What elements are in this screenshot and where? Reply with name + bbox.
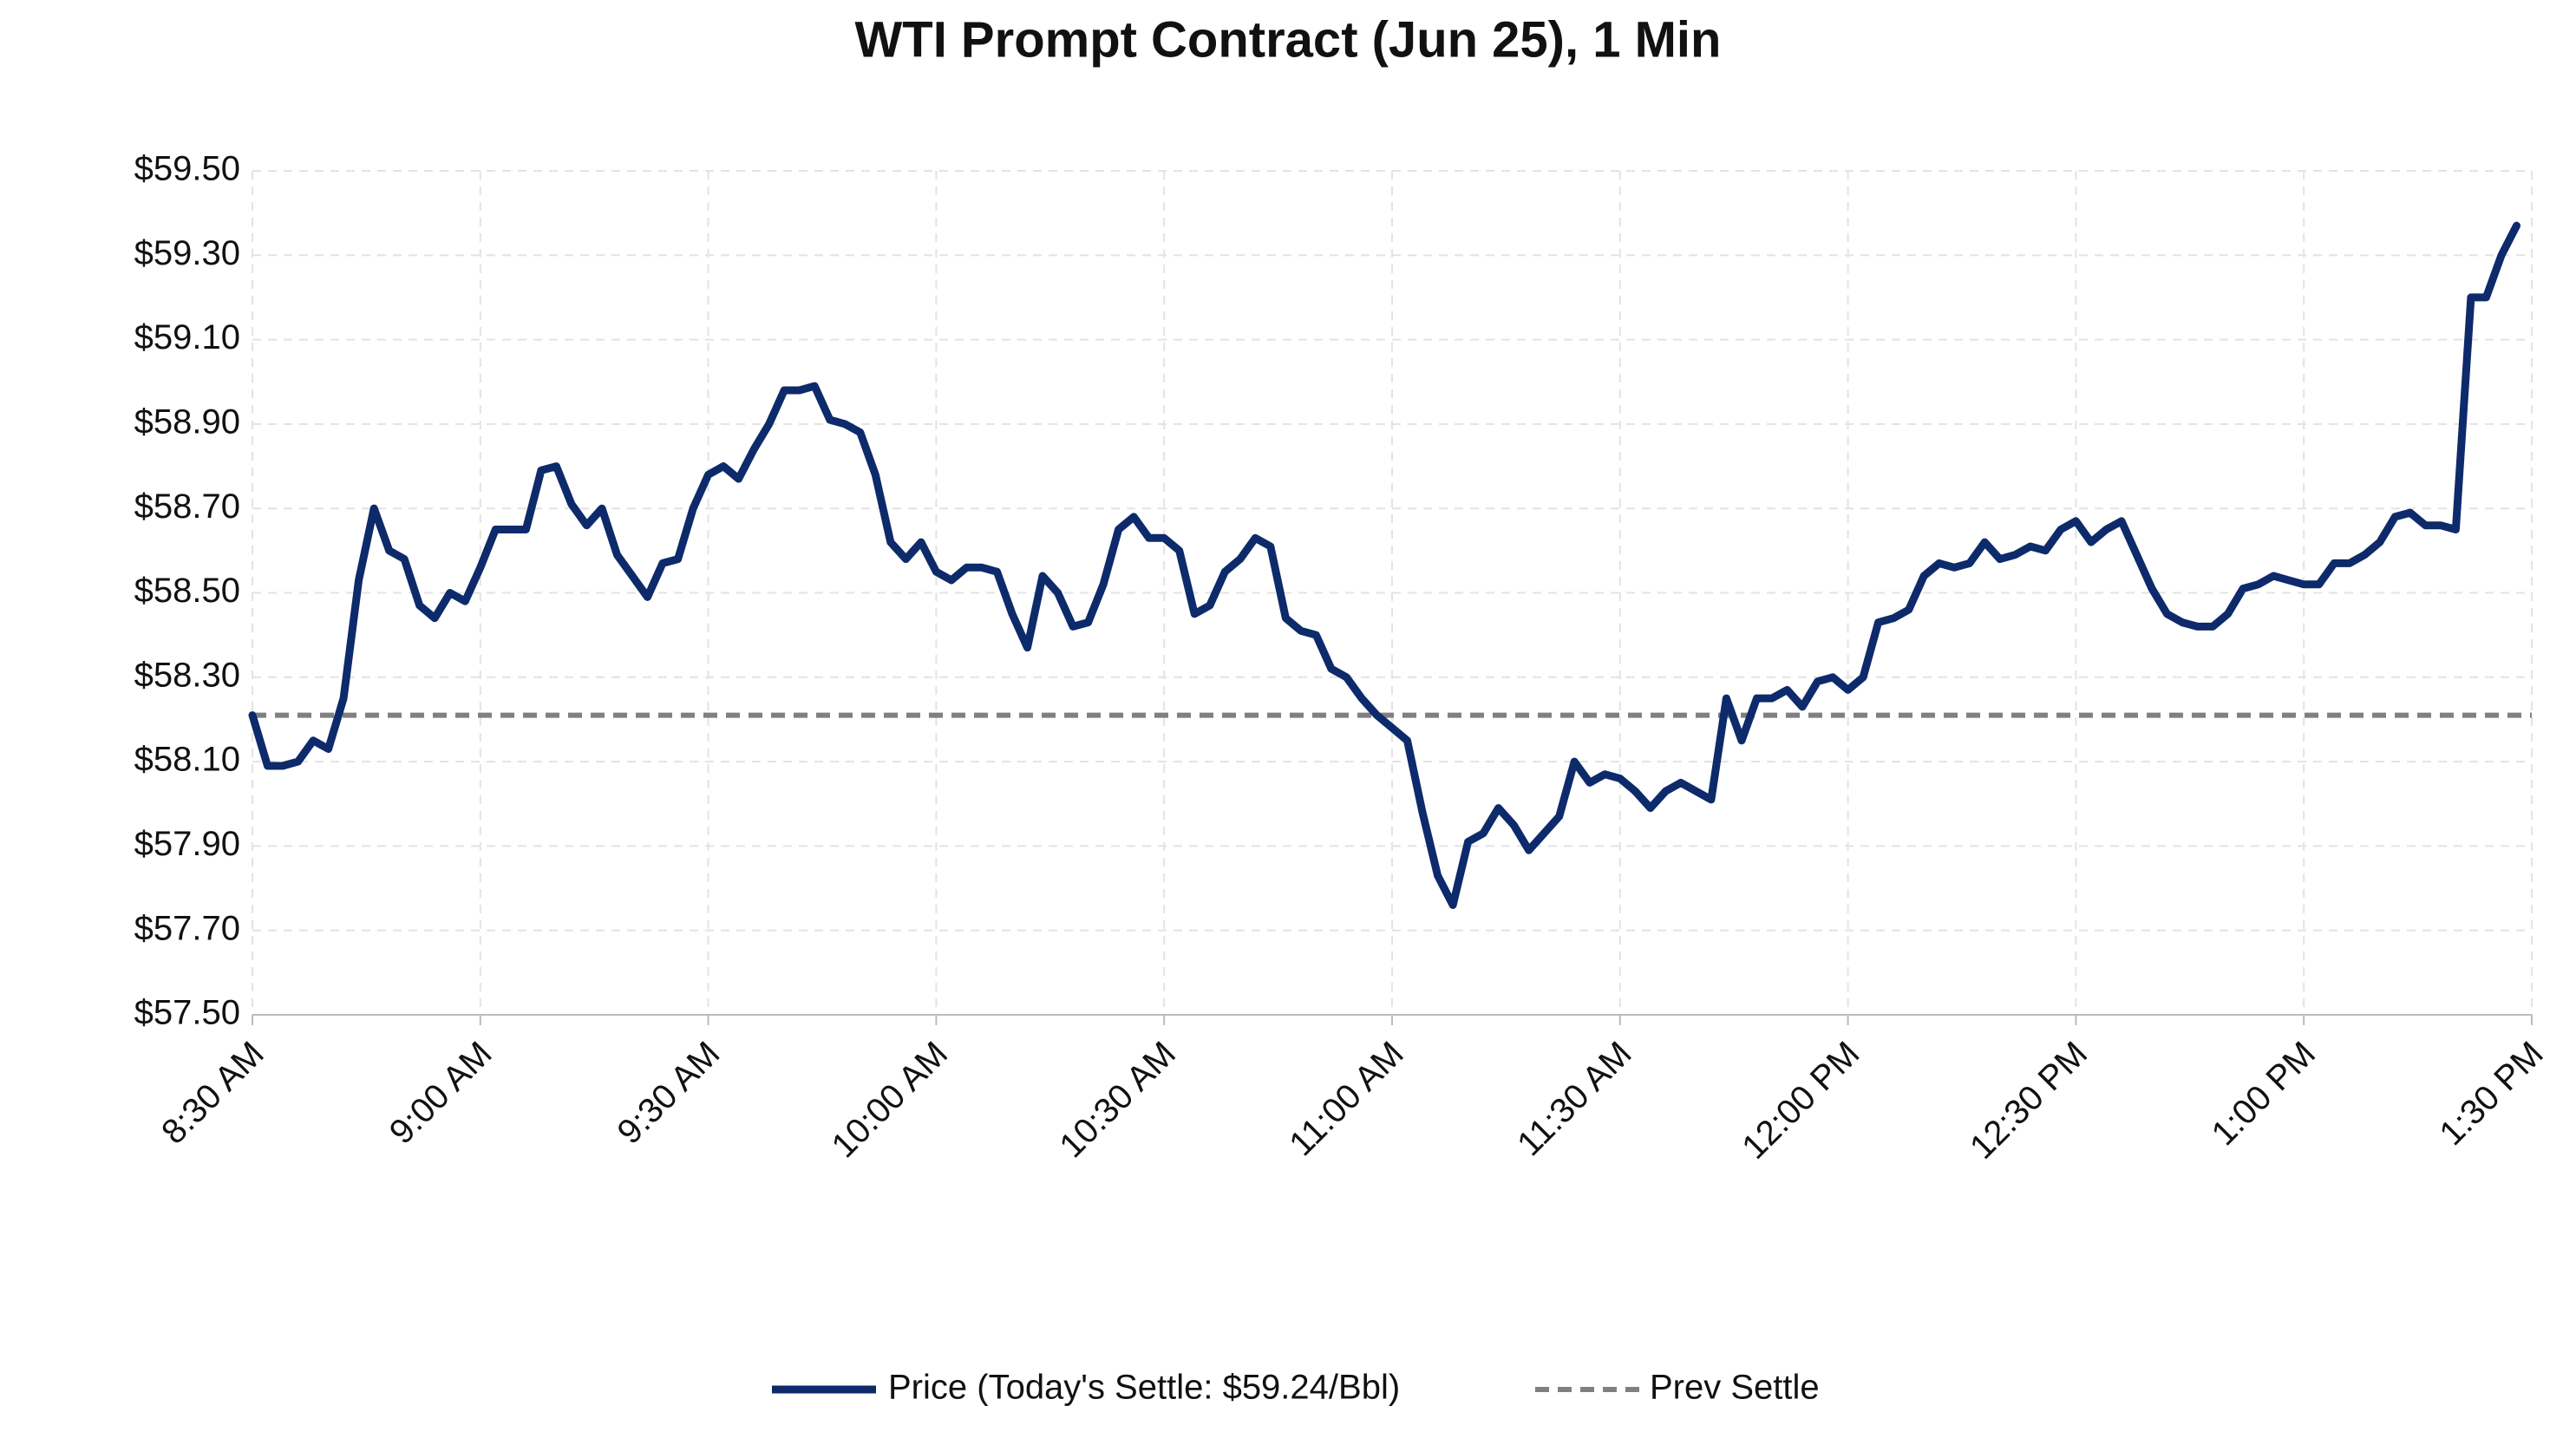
x-tick-label: 10:30 AM — [1052, 1035, 1183, 1166]
y-tick-label: $57.50 — [134, 994, 240, 1032]
x-tick-label: 9:30 AM — [611, 1035, 728, 1152]
y-tick-label: $58.30 — [134, 656, 240, 694]
x-tick-label: 8:30 AM — [154, 1035, 271, 1152]
legend-label: Prev Settle — [1650, 1369, 1820, 1407]
y-tick-label: $58.70 — [134, 487, 240, 526]
y-tick-label: $58.50 — [134, 572, 240, 610]
x-tick-label: 12:00 PM — [1735, 1035, 1867, 1167]
x-tick-label: 10:00 AM — [825, 1035, 956, 1166]
y-tick-label: $58.10 — [134, 741, 240, 779]
y-tick-label: $57.90 — [134, 825, 240, 863]
y-tick-label: $59.30 — [134, 234, 240, 272]
y-tick-label: $59.10 — [134, 318, 240, 356]
x-tick-label: 9:00 AM — [382, 1035, 500, 1152]
y-tick-label: $58.90 — [134, 402, 240, 441]
legend-label: Price (Today's Settle: $59.24/Bbl) — [888, 1369, 1400, 1407]
x-tick-label: 1:30 PM — [2432, 1035, 2550, 1153]
chart-title: WTI Prompt Contract (Jun 25), 1 Min — [855, 11, 1722, 68]
x-tick-label: 11:30 AM — [1510, 1035, 1639, 1164]
x-tick-label: 12:30 PM — [1963, 1035, 2095, 1167]
x-tick-label: 1:00 PM — [2205, 1035, 2323, 1153]
x-tick-label: 11:00 AM — [1282, 1035, 1411, 1164]
price-line — [248, 221, 2520, 909]
y-tick-label: $57.70 — [134, 909, 240, 947]
y-tick-label: $59.50 — [134, 150, 240, 188]
